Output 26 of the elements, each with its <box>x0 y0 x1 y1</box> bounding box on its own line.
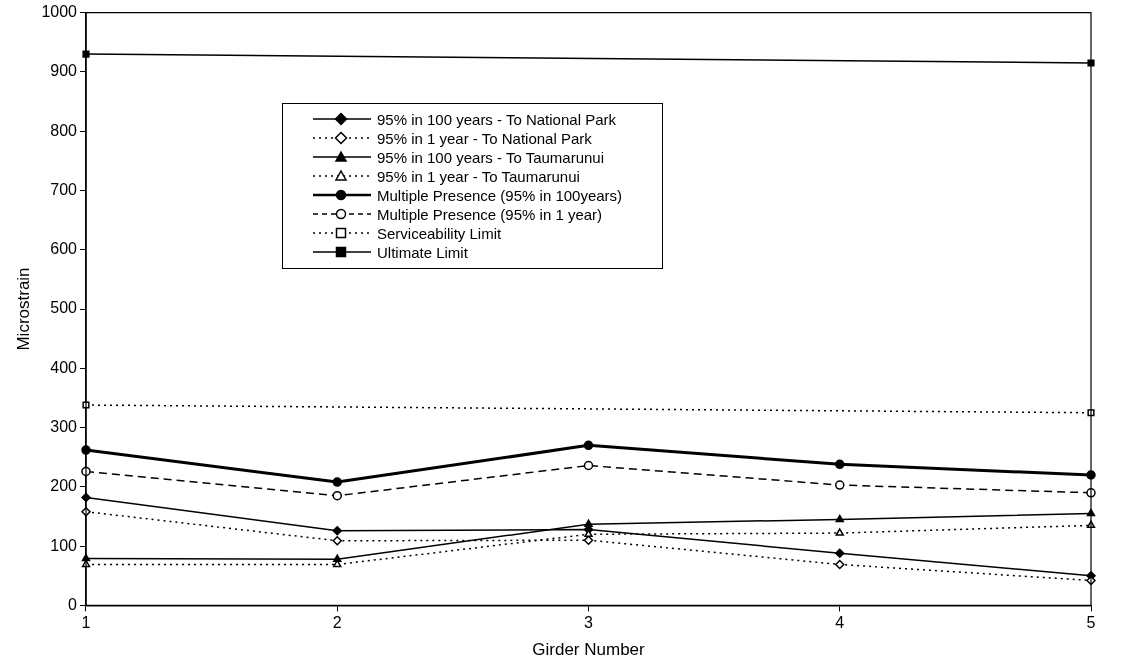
x-tick-label: 2 <box>332 614 342 632</box>
y-tick-label: 600 <box>50 240 78 258</box>
legend-label: Multiple Presence (95% in 1 year) <box>376 204 603 224</box>
x-tick-label: 4 <box>835 614 845 632</box>
x-tick-label: 3 <box>584 614 594 632</box>
x-tick-label: 1 <box>81 614 91 632</box>
y-tick-label: 700 <box>50 180 78 198</box>
legend-label: 95% in 100 years - To National Park <box>376 109 616 129</box>
y-tick-label: 900 <box>50 62 78 80</box>
y-tick-label: 800 <box>50 121 78 139</box>
y-tick-label: 400 <box>50 358 78 376</box>
y-axis-title: Microstrain <box>13 267 33 351</box>
y-tick-label: 300 <box>50 417 78 435</box>
legend-label: Serviceability Limit <box>376 223 502 243</box>
legend-label: 95% in 1 year - To Taumarunui <box>376 166 580 186</box>
legend-label: Ultimate Limit <box>376 242 468 262</box>
legend-label: 95% in 100 years - To Taumarunui <box>376 147 605 167</box>
y-tick-label: 500 <box>50 299 78 317</box>
legend-label: Multiple Presence (95% in 100years) <box>376 185 623 205</box>
y-tick-label: 100 <box>50 536 78 554</box>
x-axis-title: Girder Number <box>532 640 646 660</box>
legend-label: 95% in 1 year - To National Park <box>376 128 592 148</box>
y-tick-label: 1000 <box>41 3 78 21</box>
y-tick-label: 0 <box>68 595 78 613</box>
y-tick-label: 200 <box>50 477 78 495</box>
x-tick-label: 5 <box>1086 614 1096 632</box>
